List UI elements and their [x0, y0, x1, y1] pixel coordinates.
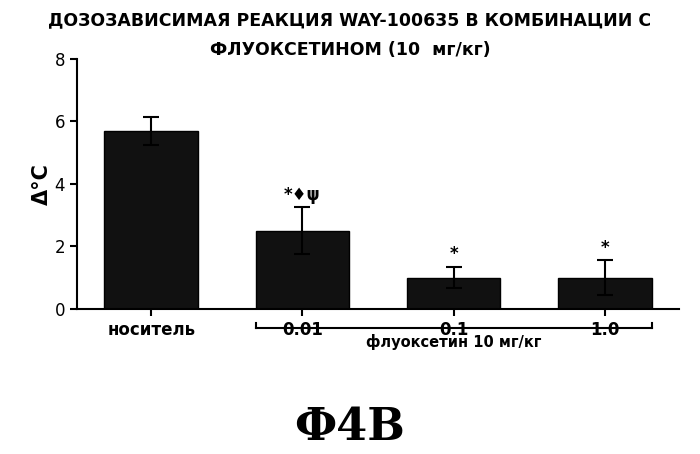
Text: ДОЗОЗАВИСИМАЯ РЕАКЦИЯ WAY-100635 В КОМБИНАЦИИ С: ДОЗОЗАВИСИМАЯ РЕАКЦИЯ WAY-100635 В КОМБИ… [48, 11, 652, 30]
Text: флуоксетин 10 мг/кг: флуоксетин 10 мг/кг [366, 334, 541, 350]
Text: *: * [449, 245, 458, 263]
Bar [407, 277, 500, 309]
Bar [256, 231, 349, 309]
Text: ФЛУОКСЕТИНОМ (10  мг/кг): ФЛУОКСЕТИНОМ (10 мг/кг) [210, 41, 490, 59]
Y-axis label: Δ°C: Δ°C [32, 163, 52, 205]
Text: Ф4В: Ф4В [295, 406, 405, 449]
Text: *♦ψ: *♦ψ [284, 186, 321, 203]
Text: *: * [601, 239, 609, 257]
Bar [558, 277, 652, 309]
Bar [104, 131, 198, 309]
